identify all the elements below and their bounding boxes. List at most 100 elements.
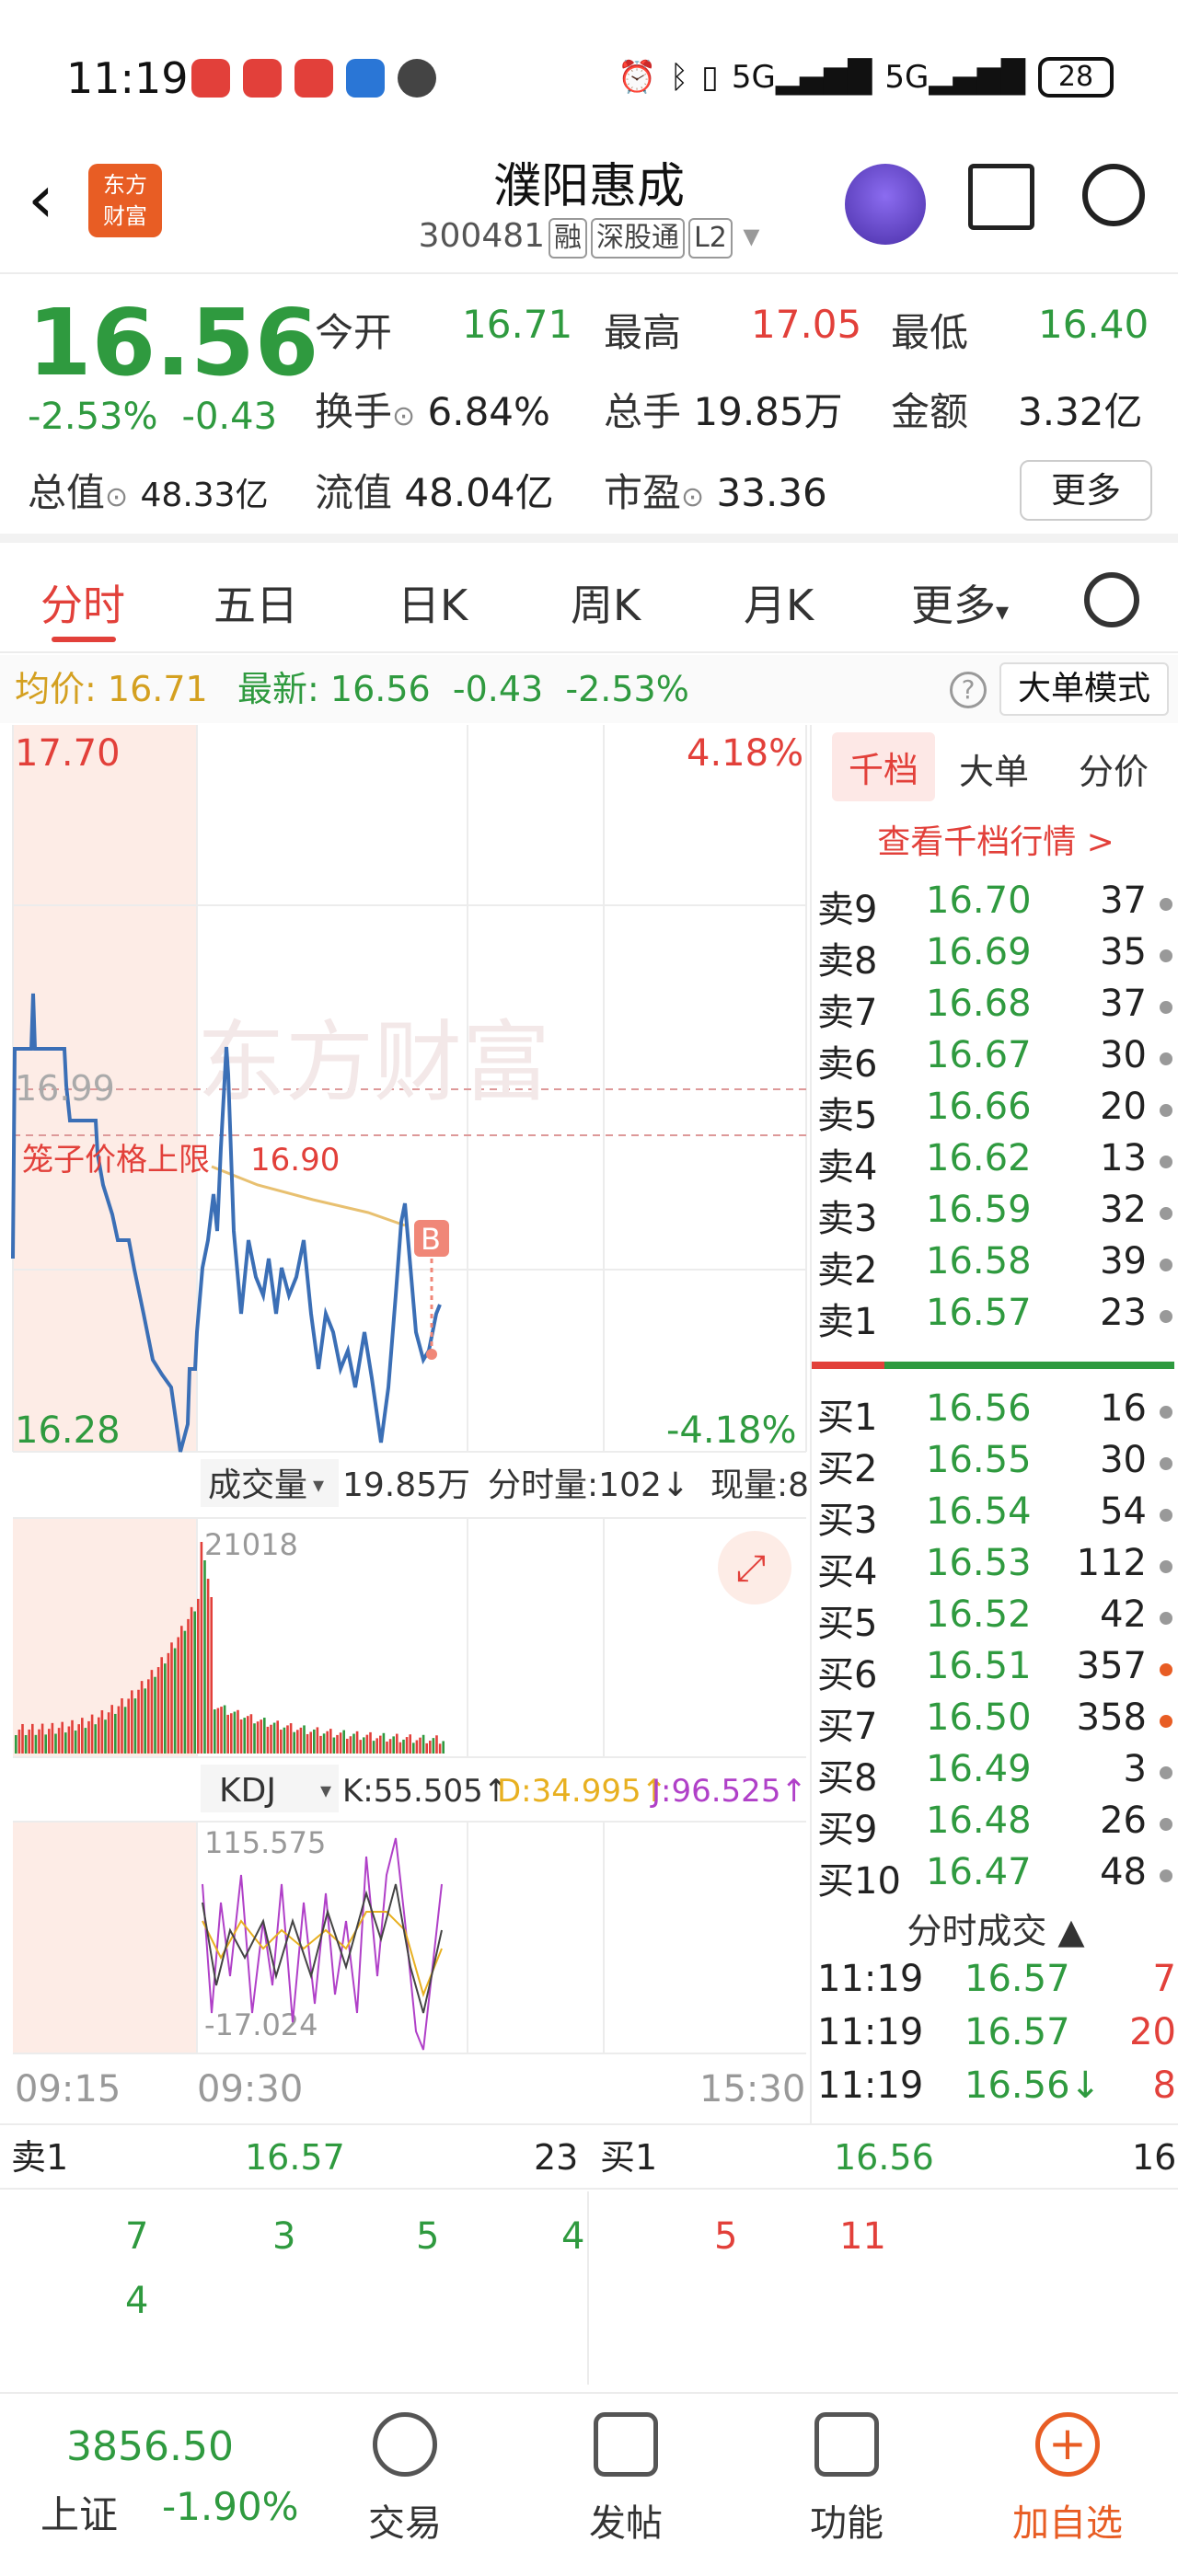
volume-total: 19.85万: [342, 1466, 470, 1504]
watermark: 东方财富: [197, 1011, 550, 1114]
search-icon[interactable]: [1082, 164, 1145, 226]
sell-level-price: 16.70: [926, 880, 1032, 922]
signal-icon: 5G▂▄▆█: [731, 59, 872, 96]
sell-queue-item: 5: [416, 2215, 440, 2258]
trades-header[interactable]: 分时成交 ▲: [907, 1911, 1085, 1951]
sell-level-row[interactable]: 卖9 16.70 37: [817, 880, 1178, 931]
volume-bar: [388, 1739, 392, 1754]
nav-post[interactable]: 发帖: [552, 2412, 699, 2547]
volume-bar: [429, 1741, 432, 1754]
axis-high: 17.70: [15, 732, 121, 775]
buy-level-price: 16.50: [926, 1696, 1032, 1739]
kdj-label: KDJ: [219, 1772, 276, 1810]
volume-bar: [206, 1579, 210, 1754]
status-dot: [1160, 1869, 1172, 1882]
tab-price-distribution[interactable]: 分价: [1079, 752, 1149, 792]
sell-level-row[interactable]: 卖6 16.67 30: [817, 1034, 1178, 1086]
volume-bar: [54, 1733, 57, 1754]
help-icon[interactable]: ?: [950, 672, 987, 708]
expand-button[interactable]: [718, 1531, 791, 1604]
buy-level-price: 16.55: [926, 1439, 1032, 1481]
sell-level-row[interactable]: 卖2 16.58 39: [817, 1240, 1178, 1292]
vibrate-icon: ▯: [701, 59, 719, 96]
time-start: 09:15: [15, 2068, 121, 2110]
buy-level-row[interactable]: 买6 16.51 357: [817, 1645, 1178, 1696]
trade-time: 11:19: [817, 2064, 924, 2107]
intraday-chart[interactable]: 东方财富 B 17.70 16.28 4.18% -4.18% 16.99 笼子…: [0, 725, 810, 2123]
buy-level-row[interactable]: 买2 16.55 30: [817, 1439, 1178, 1490]
volume-selector[interactable]: [201, 1459, 339, 1507]
nav-functions-label: 功能: [810, 2502, 884, 2545]
buy-level-row[interactable]: 买5 16.52 42: [817, 1593, 1178, 1645]
app-notification-icon: [191, 59, 230, 98]
big-order-mode-button[interactable]: 大单模式: [999, 662, 1169, 716]
share-icon[interactable]: [968, 164, 1034, 230]
tab-weekly-k[interactable]: 周K: [571, 581, 641, 630]
sell-level-row[interactable]: 卖3 16.59 32: [817, 1189, 1178, 1240]
status-dot: [1160, 1560, 1172, 1573]
volume-bar: [289, 1723, 293, 1754]
plus-icon: +: [1035, 2412, 1100, 2477]
nav-functions[interactable]: 功能: [773, 2412, 920, 2547]
order-book: 千档 大单 分价 查看千档行情 > 卖9 16.70 37 卖8 16.69 35 卖7 16…: [810, 725, 1178, 2123]
volume-bar: [405, 1737, 409, 1754]
quote-amount-value: 3.32亿: [1018, 389, 1143, 434]
nav-add-watchlist[interactable]: + 加自选: [994, 2412, 1141, 2547]
view-thousand-levels-link[interactable]: 查看千档行情 >: [877, 823, 1114, 861]
buy-level-row[interactable]: 买1 16.56 16: [817, 1387, 1178, 1439]
buy-marker[interactable]: [414, 1220, 449, 1257]
tab-daily-k[interactable]: 日K: [398, 581, 468, 630]
nav-post-label: 发帖: [589, 2502, 663, 2545]
chevron-down-icon: ▾: [320, 1777, 331, 1803]
volume-bar: [28, 1729, 30, 1754]
buy-level-row[interactable]: 买9 16.48 26: [817, 1800, 1178, 1851]
stock-code-line[interactable]: 300481 融深股通 L2 ▾: [0, 217, 1178, 259]
trade-price: 16.56↓: [964, 2064, 1102, 2107]
sell-level-row[interactable]: 卖4 16.62 13: [817, 1137, 1178, 1189]
sell-level-volume: 30: [1100, 1034, 1147, 1076]
volume-bar: [339, 1732, 342, 1754]
back-icon[interactable]: ‹: [28, 160, 54, 237]
tab-monthly-k[interactable]: 月K: [744, 581, 814, 630]
sell-level-row[interactable]: 卖8 16.69 35: [817, 931, 1178, 983]
buy-level-row[interactable]: 买7 16.50 358: [817, 1696, 1178, 1748]
volume-bar: [167, 1652, 170, 1754]
assistant-avatar[interactable]: [845, 164, 926, 245]
sell-level-row[interactable]: 卖1 16.57 23: [817, 1292, 1178, 1343]
volume-bar: [214, 1709, 216, 1754]
volume-bar: [140, 1681, 144, 1754]
tab-more[interactable]: 更多▾: [911, 581, 1010, 630]
kdj-d-line: [202, 1911, 443, 1998]
volume-bar: [190, 1606, 193, 1754]
tab-five-day[interactable]: 五日: [214, 581, 298, 630]
volume-bar: [90, 1714, 94, 1754]
buy-level-row[interactable]: 买10 16.47 48: [817, 1851, 1178, 1903]
buy-level-price: 16.54: [926, 1490, 1032, 1533]
sell-level-price: 16.57: [926, 1292, 1032, 1334]
tab-underline: [52, 637, 116, 642]
sell-level-row[interactable]: 卖7 16.68 37: [817, 983, 1178, 1034]
app-logo[interactable]: 东方 财富: [88, 164, 162, 237]
volume-bar: [15, 1735, 17, 1754]
ref-line-label: 16.99: [15, 1068, 115, 1109]
sell-level-row[interactable]: 卖5 16.66 20: [817, 1086, 1178, 1137]
buy-level-row[interactable]: 买4 16.53 112: [817, 1542, 1178, 1593]
notification-icons: [191, 59, 436, 98]
status-dot: [1160, 1156, 1172, 1168]
buy-level-row[interactable]: 买8 16.49 3: [817, 1748, 1178, 1800]
volume-bar: [74, 1731, 77, 1754]
buy-level-row[interactable]: 买3 16.54 54: [817, 1490, 1178, 1542]
volume-bar: [110, 1705, 113, 1754]
gear-icon[interactable]: [1084, 572, 1139, 627]
volume-bar: [365, 1734, 369, 1754]
nav-trade[interactable]: 交易: [331, 2412, 479, 2547]
buy-level-price: 16.56: [926, 1387, 1032, 1430]
volume-bar: [415, 1740, 419, 1754]
more-button[interactable]: 更多: [1020, 460, 1152, 521]
tab-intraday[interactable]: 分时: [40, 581, 125, 630]
tab-thousand-levels[interactable]: 千档: [832, 732, 936, 801]
kdj-selector[interactable]: [201, 1765, 339, 1812]
chevron-down-icon[interactable]: ▾: [743, 217, 760, 255]
tab-big-orders[interactable]: 大单: [959, 752, 1030, 792]
volume-bar: [359, 1740, 362, 1754]
